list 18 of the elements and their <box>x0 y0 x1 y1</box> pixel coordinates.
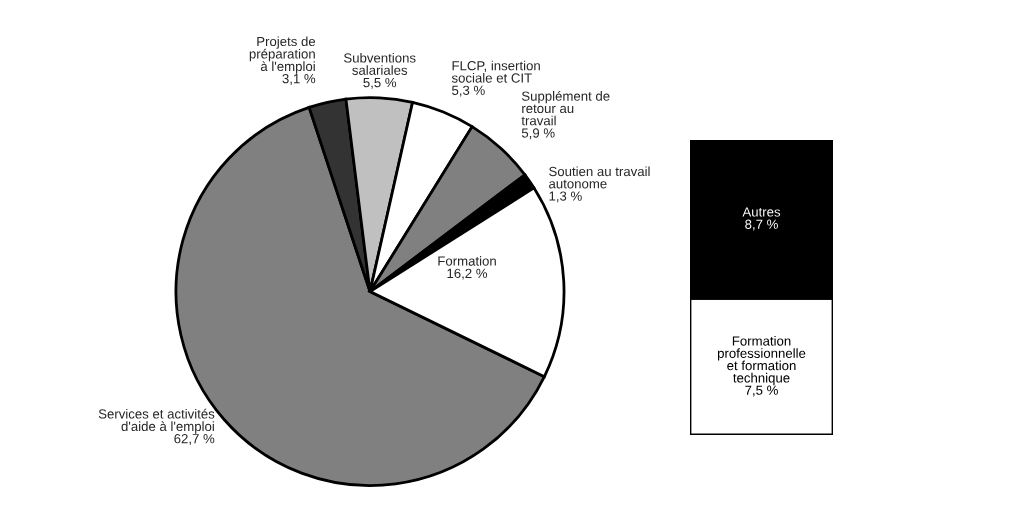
data-label: 8,7 % <box>745 219 778 231</box>
data-label: 16,2 % <box>447 268 488 280</box>
data-label: 5,9 % <box>521 128 555 140</box>
data-label: 3,1 % <box>282 73 316 85</box>
series-label: Formation professionnelle et formation technique <box>717 335 806 386</box>
data-label: 7,5 % <box>745 385 778 397</box>
slice-label: FLCP, insertion sociale et CIT <box>451 60 540 83</box>
slice-label: Supplément de retour au travail <box>521 90 610 126</box>
slice-label: Projets de préparation à l'emploi <box>249 36 316 74</box>
data-label: 62,7 % <box>174 433 215 445</box>
data-label: 5,5 % <box>363 77 397 89</box>
data-label: 5,3 % <box>452 85 485 97</box>
data-label: 1,3 % <box>549 191 582 203</box>
slice-label: Services et activités d'aide à l'emploi <box>98 408 215 434</box>
slice-label: Formation <box>438 256 496 266</box>
series-label: Autres <box>742 207 781 217</box>
slice-label: Subventions salariales <box>343 52 416 75</box>
slice-label: Soutien au travail autonome <box>549 166 650 189</box>
